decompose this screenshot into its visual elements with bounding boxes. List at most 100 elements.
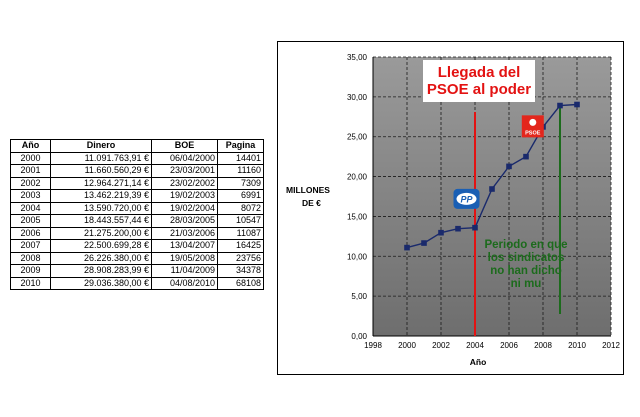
amount-cell: 12.964.271,14 € <box>50 176 152 190</box>
boe-date-cell: 11/04/2009 <box>151 264 218 278</box>
page-cell: 8072 <box>217 201 264 215</box>
x-tick-label: 2010 <box>568 341 586 350</box>
page-cell: 11087 <box>217 226 264 240</box>
boe-date-cell: 04/08/2010 <box>151 276 218 290</box>
plot-area <box>373 57 611 336</box>
page-cell: 14401 <box>217 151 264 165</box>
boe-date-cell: 13/04/2007 <box>151 239 218 253</box>
boe-date-cell: 21/03/2006 <box>151 226 218 240</box>
arrival-label-box <box>423 60 535 102</box>
table-body: 2000 11.091.763,91 €06/04/2000 14401 2001 11… <box>10 151 264 290</box>
column-header-amount: Dinero <box>50 139 152 153</box>
amount-cell: 11.660.560,29 € <box>50 164 152 178</box>
psoe-logo-icon <box>521 115 544 138</box>
amount-cell: 28.908.283,99 € <box>50 264 152 278</box>
year-cell: 2005 <box>10 214 51 228</box>
amount-cell: 29.036.380,00 € <box>50 276 152 290</box>
unions-period-label: no han dicho <box>490 265 562 277</box>
table-row: 2009 28.908.283,99 €11/04/2009 34378 <box>10 264 264 278</box>
x-tick-label: 2000 <box>398 341 416 350</box>
y-axis-title: DE € <box>302 198 321 208</box>
x-tick-label: 2006 <box>500 341 518 350</box>
table-row: 2007 22.500.699,28 €13/04/2007 16425 <box>10 239 264 253</box>
y-tick-label: 30,00 <box>347 93 368 102</box>
page-cell: 11160 <box>217 164 264 178</box>
boe-date-cell: 19/05/2008 <box>151 251 218 265</box>
year-cell: 2001 <box>10 164 51 178</box>
boe-date-cell: 06/04/2000 <box>151 151 218 165</box>
y-tick-label: 20,00 <box>347 173 368 182</box>
year-cell: 2008 <box>10 251 51 265</box>
table-row: 2001 11.660.560,29 €23/03/2001 11160 <box>10 164 264 178</box>
y-tick-label: 35,00 <box>347 53 368 62</box>
psoe-logo-rose <box>529 118 537 126</box>
x-tick-label: 1998 <box>364 341 382 350</box>
table-row: 2006 21.275.200,00 €21/03/2006 11087 <box>10 226 264 240</box>
boe-date-cell: 23/02/2002 <box>151 176 218 190</box>
arrival-label: Llegada del <box>438 64 521 81</box>
chart-panel: 0,00 5,00 10,00 15,00 20,00 25,00 30,00 35,00 19… <box>277 41 624 375</box>
unions-period-label: ni mu <box>511 278 542 290</box>
year-cell: 2002 <box>10 176 51 190</box>
pp-logo-oval <box>456 192 477 205</box>
boe-date-cell: 19/02/2003 <box>151 189 218 203</box>
x-tick-label: 2008 <box>534 341 552 350</box>
amount-cell: 18.443.557,44 € <box>50 214 152 228</box>
data-point <box>574 101 580 108</box>
unions-period-label: los sindicatos <box>488 252 565 264</box>
year-cell: 2009 <box>10 264 51 278</box>
unions-period-label: Periodo en que <box>484 239 567 251</box>
x-tick-label: 2004 <box>466 341 484 350</box>
table-row: 2005 18.443.557,44 €28/03/2005 10547 <box>10 214 264 228</box>
data-point <box>404 244 410 251</box>
data-point <box>472 224 478 231</box>
page-cell: 6991 <box>217 189 264 203</box>
page-cell: 68108 <box>217 276 264 290</box>
y-tick-label: 15,00 <box>347 212 368 221</box>
page-cell: 7309 <box>217 176 264 190</box>
year-cell: 2003 <box>10 189 51 203</box>
table-row: 2008 26.226.380,00 €19/05/2008 23756 <box>10 251 264 265</box>
y-tick-label: 25,00 <box>347 133 368 142</box>
amount-cell: 11.091.763,91 € <box>50 151 152 165</box>
amount-cell: 21.275.200,00 € <box>50 226 152 240</box>
y-tick-label: 10,00 <box>347 252 368 261</box>
y-tick-label: 0,00 <box>351 332 367 341</box>
x-tick-label: 2002 <box>432 341 450 350</box>
data-table: Año Dinero BOE Pagina 2000 11.091.763,91 €06… <box>10 139 264 290</box>
table-row: 2002 12.964.271,14 €23/02/2002 7309 <box>10 176 264 190</box>
table-row: 2003 13.462.219,39 €19/02/2003 6991 <box>10 189 264 203</box>
boe-date-cell: 23/03/2001 <box>151 164 218 178</box>
amount-cell: 13.462.219,39 € <box>50 189 152 203</box>
page-cell: 10547 <box>217 214 264 228</box>
data-point <box>421 240 427 246</box>
amount-cell: 13.590.720,00 € <box>50 201 152 215</box>
data-point <box>506 163 512 170</box>
table-header: Año Dinero BOE Pagina <box>10 139 264 153</box>
year-cell: 2010 <box>10 276 51 290</box>
pp-logo-text: PP <box>460 194 473 204</box>
arrival-label: PSOE al poder <box>427 81 531 98</box>
column-header-year: Año <box>10 139 51 153</box>
data-point <box>489 186 495 192</box>
year-cell: 2004 <box>10 201 51 215</box>
column-header-boe: BOE <box>151 139 218 153</box>
table-header-row: Año Dinero BOE Pagina <box>10 139 264 153</box>
year-cell: 2000 <box>10 151 51 165</box>
data-point <box>455 225 461 232</box>
psoe-logo-text: PSOE <box>525 130 541 136</box>
y-axis-title: MILLONES <box>286 185 330 195</box>
y-tick-label: 5,00 <box>351 292 367 301</box>
table-row: 2004 13.590.720,00 €19/02/2004 8072 <box>10 201 264 215</box>
year-cell: 2007 <box>10 239 51 253</box>
line-chart: 0,00 5,00 10,00 15,00 20,00 25,00 30,00 35,00 19… <box>286 53 620 367</box>
page-cell: 16425 <box>217 239 264 253</box>
data-point <box>438 229 444 236</box>
boe-date-cell: 19/02/2004 <box>151 201 218 215</box>
page-cell: 34378 <box>217 264 264 278</box>
page-cell: 23756 <box>217 251 264 265</box>
column-header-page: Pagina <box>217 139 264 153</box>
amount-cell: 22.500.699,28 € <box>50 239 152 253</box>
amount-cell: 26.226.380,00 € <box>50 251 152 265</box>
table-row: 2000 11.091.763,91 €06/04/2000 14401 <box>10 151 264 165</box>
